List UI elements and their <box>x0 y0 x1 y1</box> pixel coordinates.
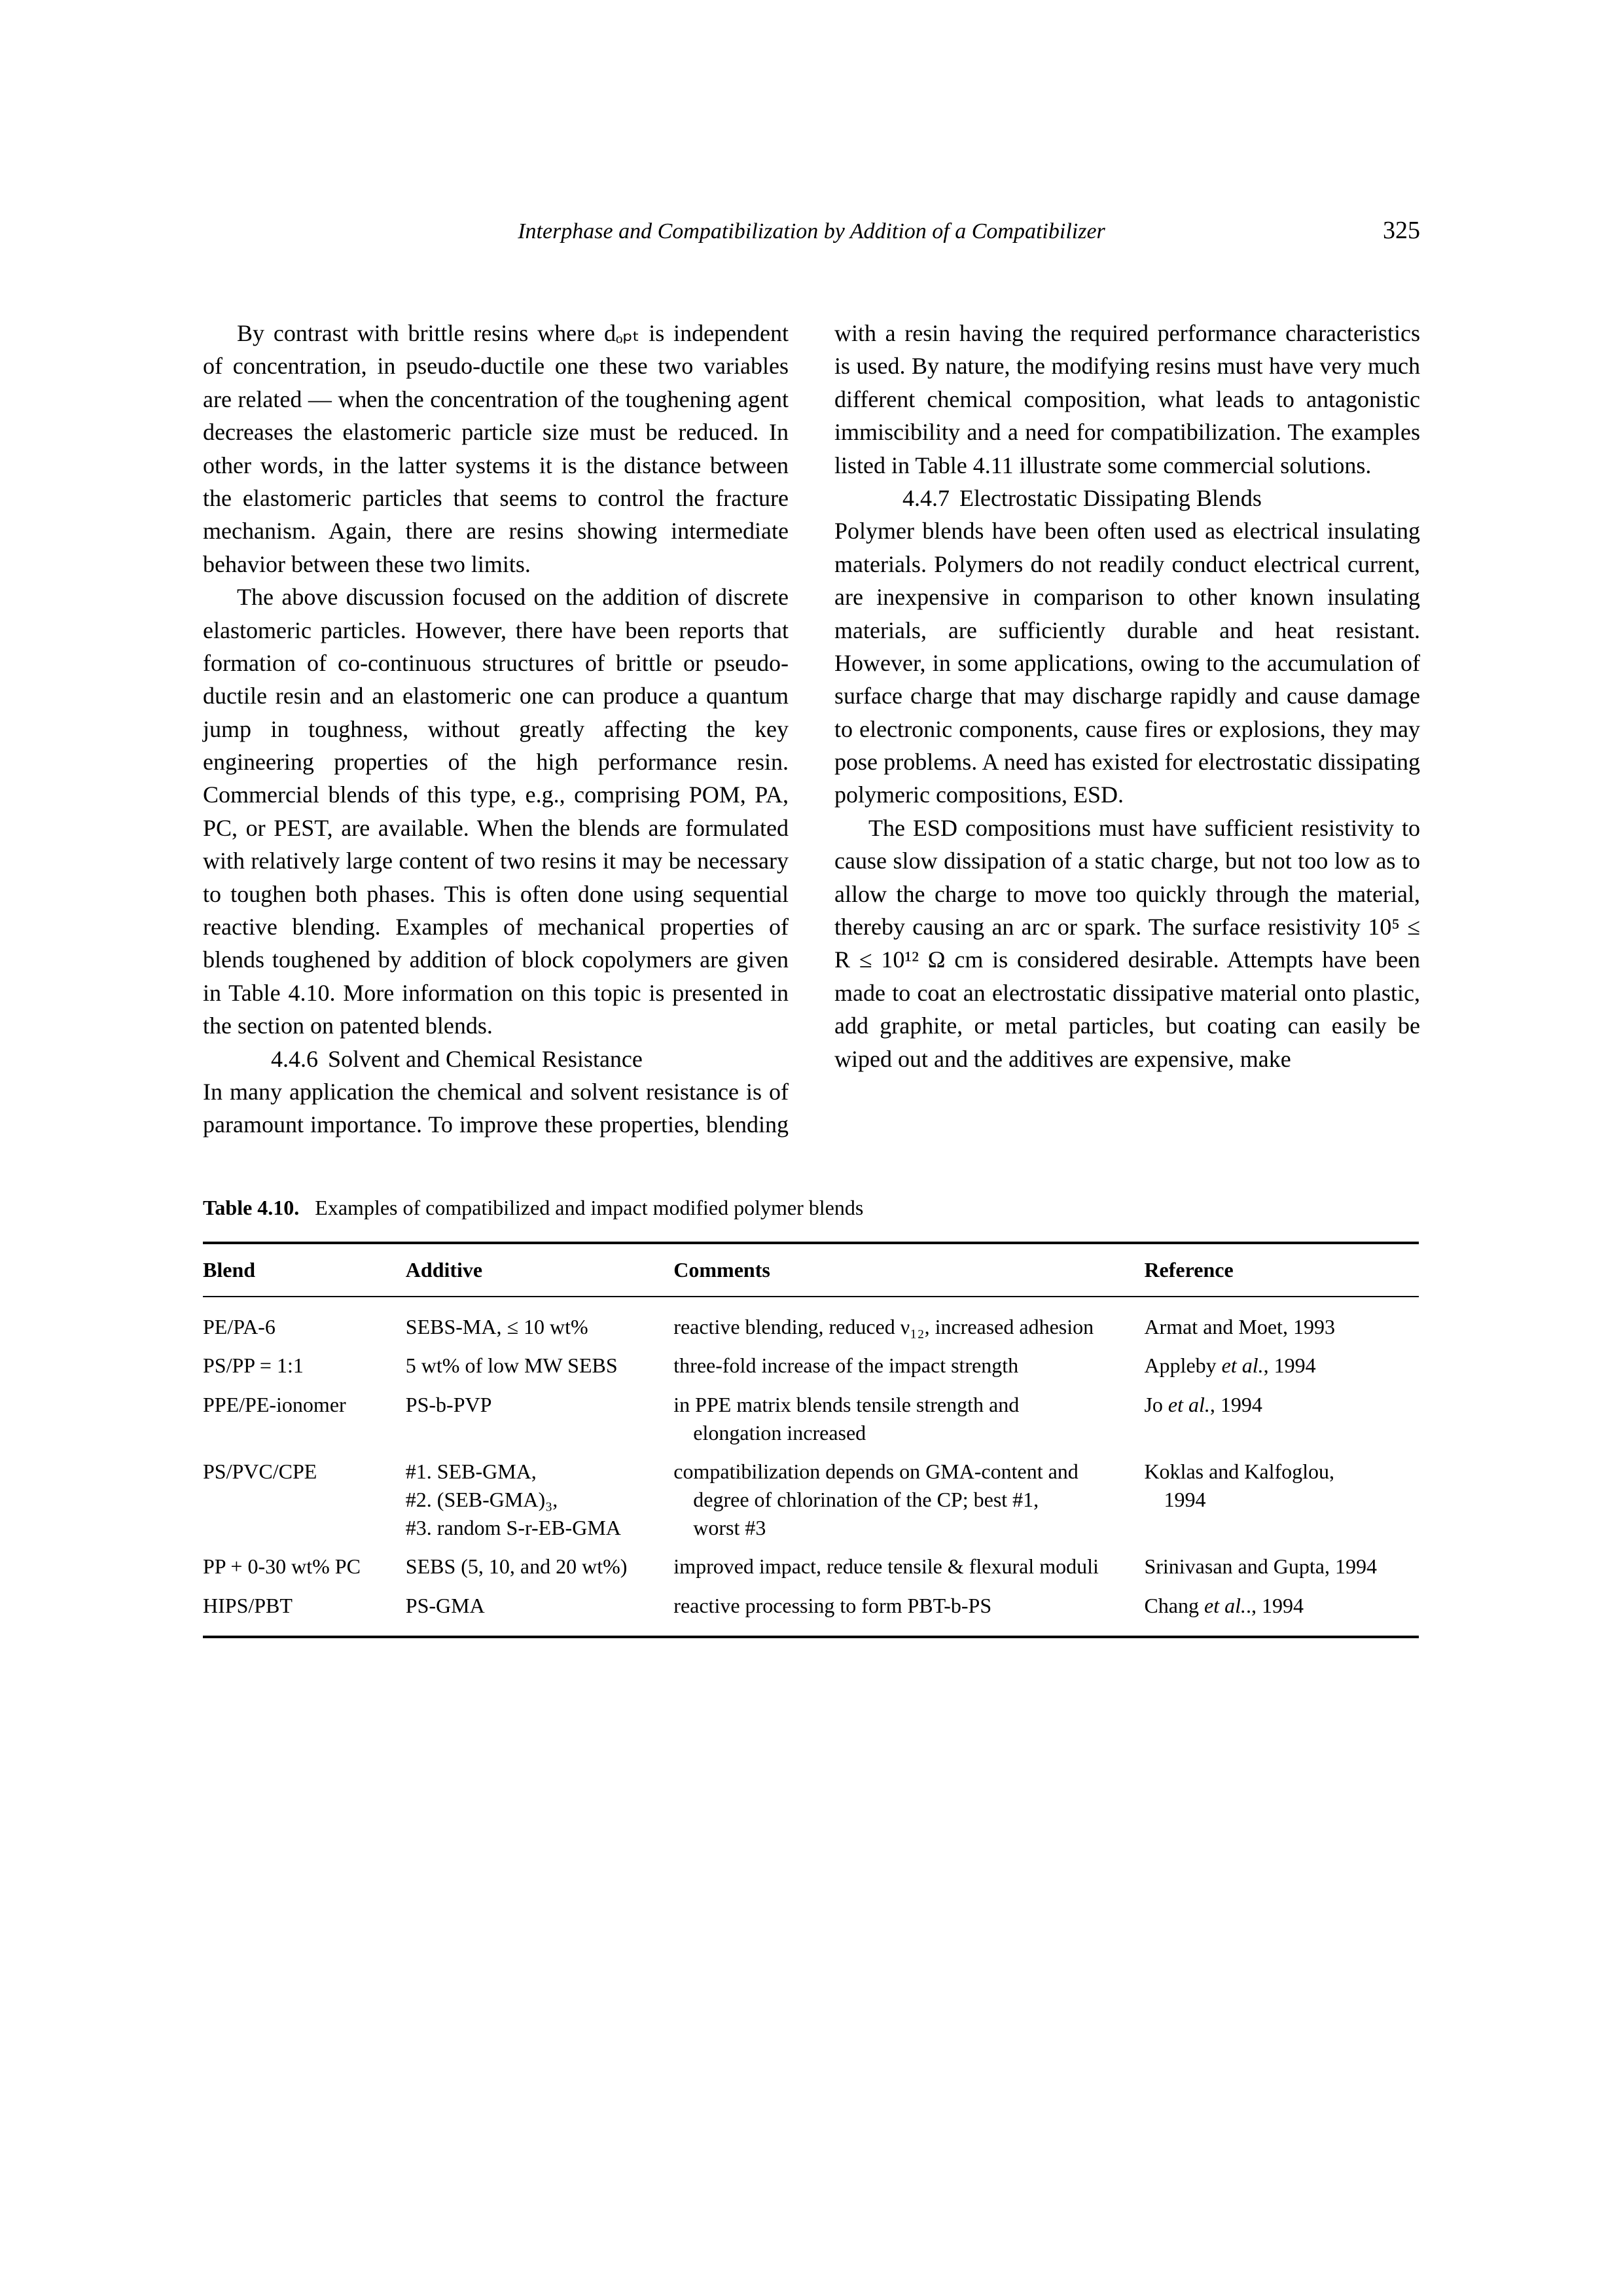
table-header-row: Blend Additive Comments Reference <box>203 1243 1419 1297</box>
table-cell: Jo et al., 1994 <box>1144 1386 1419 1452</box>
table-cell: HIPS/PBT <box>203 1587 406 1637</box>
table-cell: Srinivasan and Gupta, 1994 <box>1144 1547 1419 1586</box>
section-number: 4.4.7 <box>868 482 954 514</box>
section-title: Electrostatic Dissipating Blends <box>959 485 1262 511</box>
table-row: PP + 0-30 wt% PC SEBS (5, 10, and 20 wt%… <box>203 1547 1419 1586</box>
cell-line: 1994 <box>1144 1488 1205 1511</box>
paragraph: The above discussion focused on the addi… <box>203 581 789 1042</box>
table-row: PPE/PE-ionomer PS-b-PVP in PPE matrix bl… <box>203 1386 1419 1452</box>
table-cell: Appleby et al., 1994 <box>1144 1346 1419 1385</box>
table-4-10: Table 4.10. Examples of compatibilized a… <box>203 1194 1419 1638</box>
table-row: HIPS/PBT PS-GMA reactive processing to f… <box>203 1587 1419 1637</box>
table-cell: SEBS-MA, ≤ 10 wt% <box>406 1297 674 1346</box>
table-cell: improved impact, reduce tensile & flexur… <box>673 1547 1144 1586</box>
table-row: PS/PVC/CPE #1. SEB-GMA, #2. (SEB-GMA)₃, … <box>203 1452 1419 1548</box>
section-title: Solvent and Chemical Resistance <box>328 1046 643 1072</box>
table-header-cell: Blend <box>203 1243 406 1297</box>
section-number: 4.4.6 <box>237 1043 322 1075</box>
table-cell: in PPE matrix blends tensile strength an… <box>673 1386 1144 1452</box>
table-cell: reactive processing to form PBT-b-PS <box>673 1587 1144 1637</box>
running-head: Interphase and Compatibilization by Addi… <box>203 216 1420 245</box>
table-cell: SEBS (5, 10, and 20 wt%) <box>406 1547 674 1586</box>
table-cell: Chang et al.., 1994 <box>1144 1587 1419 1637</box>
table-cell: Armat and Moet, 1993 <box>1144 1297 1419 1346</box>
table-cell: three-fold increase of the impact streng… <box>673 1346 1144 1385</box>
cell-line: #2. (SEB-GMA)₃, <box>406 1488 558 1511</box>
table-cell: PE/PA-6 <box>203 1297 406 1346</box>
section-heading-447: 4.4.7 Electrostatic Dissipating Blends <box>834 482 1420 514</box>
table-cell: PS/PP = 1:1 <box>203 1346 406 1385</box>
paragraph: By contrast with brittle resins where dₒ… <box>203 317 789 581</box>
cell-line: Koklas and Kalfoglou, <box>1144 1460 1334 1483</box>
cell-line: elongation increased <box>673 1421 866 1444</box>
table-caption: Table 4.10. Examples of compatibilized a… <box>203 1194 1419 1222</box>
table-caption-label: Table 4.10. <box>203 1196 299 1219</box>
cell-line: worst #3 <box>673 1516 766 1539</box>
page: Interphase and Compatibilization by Addi… <box>0 0 1623 2296</box>
cell-line: in PPE matrix blends tensile strength an… <box>673 1391 1137 1419</box>
ref-text: Chang et al.., 1994 <box>1144 1594 1304 1617</box>
table-cell: reactive blending, reduced ν₁₂, increase… <box>673 1297 1144 1346</box>
table-cell: Koklas and Kalfoglou, 1994 <box>1144 1452 1419 1548</box>
table-cell: PS/PVC/CPE <box>203 1452 406 1548</box>
body-columns: By contrast with brittle resins where dₒ… <box>203 317 1420 1141</box>
cell-line: degree of chlorination of the CP; best #… <box>673 1488 1039 1511</box>
table-cell: compatibilization depends on GMA-content… <box>673 1452 1144 1548</box>
table-cell: 5 wt% of low MW SEBS <box>406 1346 674 1385</box>
table-row: PE/PA-6 SEBS-MA, ≤ 10 wt% reactive blend… <box>203 1297 1419 1346</box>
table-cell: PP + 0-30 wt% PC <box>203 1547 406 1586</box>
paragraph: The ESD compositions must have sufficien… <box>834 812 1420 1075</box>
paragraph: Polymer blends have been often used as e… <box>834 514 1420 812</box>
table: Blend Additive Comments Reference PE/PA-… <box>203 1242 1419 1638</box>
table-header-cell: Reference <box>1144 1243 1419 1297</box>
ref-text: Appleby et al., 1994 <box>1144 1354 1315 1377</box>
table-header-cell: Comments <box>673 1243 1144 1297</box>
table-caption-text: Examples of compatibilized and impact mo… <box>315 1196 863 1219</box>
cell-line: #3. random S-r-EB-GMA <box>406 1516 621 1539</box>
section-heading-446: 4.4.6 Solvent and Chemical Resistance <box>203 1043 789 1075</box>
cell-line: #1. SEB-GMA, <box>406 1460 537 1483</box>
table-cell: PS-GMA <box>406 1587 674 1637</box>
table-header-cell: Additive <box>406 1243 674 1297</box>
table-cell: PS-b-PVP <box>406 1386 674 1452</box>
table-cell: PPE/PE-ionomer <box>203 1386 406 1452</box>
table-cell: #1. SEB-GMA, #2. (SEB-GMA)₃, #3. random … <box>406 1452 674 1548</box>
cell-line: compatibilization depends on GMA-content… <box>673 1458 1137 1486</box>
running-title: Interphase and Compatibilization by Addi… <box>281 219 1342 244</box>
table-row: PS/PP = 1:1 5 wt% of low MW SEBS three-f… <box>203 1346 1419 1385</box>
page-number: 325 <box>1342 216 1420 245</box>
ref-text: Jo et al., 1994 <box>1144 1393 1262 1416</box>
